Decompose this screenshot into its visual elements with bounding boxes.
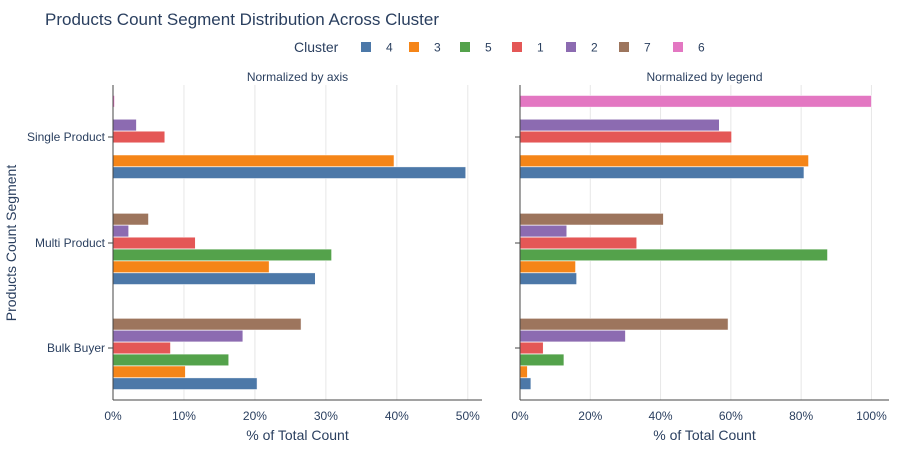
bar-cluster-5-bulk-buyer <box>519 353 565 366</box>
legend: Cluster 4 3 5 1 2 7 6 <box>294 39 705 55</box>
bar-cluster-3-single-product <box>112 154 395 167</box>
bar-cluster-1-multi-product <box>112 236 196 250</box>
bar-cluster-1-bulk-buyer <box>112 341 171 355</box>
y-tick-label: Bulk Buyer <box>47 341 105 355</box>
legend-swatch-2 <box>566 42 576 52</box>
bar-cluster-3-multi-product <box>112 260 270 273</box>
bar-cluster-4-single-product <box>519 166 805 179</box>
x-tick-label: 10% <box>172 409 196 423</box>
bar-cluster-4-multi-product <box>519 272 577 285</box>
bar-cluster-5-multi-product <box>112 248 332 261</box>
bar-cluster-5-bulk-buyer <box>112 353 229 366</box>
x-tick-label: 50% <box>456 409 480 423</box>
bar-cluster-1-single-product <box>112 130 166 144</box>
bar-cluster-2-bulk-buyer <box>519 330 626 343</box>
legend-label-2: 2 <box>591 41 598 55</box>
bar-cluster-2-single-product <box>112 119 137 132</box>
legend-label-5: 5 <box>485 41 492 55</box>
x-tick-label: 20% <box>243 409 267 423</box>
legend-swatch-6 <box>673 42 683 52</box>
bar-cluster-2-multi-product <box>112 225 129 238</box>
bar-cluster-2-single-product <box>519 119 720 132</box>
bar-cluster-1-bulk-buyer <box>519 341 544 355</box>
x-axis-title: % of Total Count <box>246 427 349 443</box>
bar-cluster-3-bulk-buyer <box>112 365 186 378</box>
x-tick-label: 80% <box>789 409 813 423</box>
bar-cluster-7-multi-product <box>519 213 664 226</box>
y-tick-label: Multi Product <box>35 236 106 250</box>
bar-cluster-3-single-product <box>519 154 809 167</box>
panel-subtitle: Normalized by legend <box>646 70 762 84</box>
bar-cluster-5-multi-product <box>519 248 828 261</box>
bar-cluster-4-multi-product <box>112 272 316 285</box>
bar-cluster-1-single-product <box>519 130 732 144</box>
legend-swatch-5 <box>460 42 470 52</box>
legend-label-1: 1 <box>537 41 544 55</box>
bar-cluster-2-multi-product <box>519 225 567 238</box>
bar-cluster-4-single-product <box>112 166 466 179</box>
y-axis-title: Products Count Segment <box>3 165 19 322</box>
panel-1: 0% 10% 20% 30% 40% 50% Normalized by axis % of … <box>27 70 482 443</box>
x-tick-label: 100% <box>856 409 887 423</box>
bar-cluster-4-bulk-buyer <box>112 377 258 390</box>
panel-subtitle: Normalized by axis <box>247 70 348 84</box>
bar-cluster-3-bulk-buyer <box>519 365 528 378</box>
bar-cluster-7-bulk-buyer <box>112 318 302 331</box>
x-tick-label: 0% <box>104 409 122 423</box>
x-tick-label: 60% <box>719 409 743 423</box>
bar-cluster-1-multi-product <box>519 236 637 250</box>
bar-cluster-3-multi-product <box>519 260 576 273</box>
bar-cluster-7-multi-product <box>112 213 149 226</box>
x-tick-label: 40% <box>385 409 409 423</box>
legend-swatch-1 <box>512 42 522 52</box>
chart-title: Products Count Segment Distribution Acro… <box>45 10 439 29</box>
legend-label-6: 6 <box>698 41 705 55</box>
x-tick-label: 30% <box>314 409 338 423</box>
x-axis-title: % of Total Count <box>653 427 756 443</box>
legend-title: Cluster <box>294 39 339 55</box>
legend-swatch-4 <box>361 42 371 52</box>
x-tick-label: 40% <box>649 409 673 423</box>
bar-cluster-7-bulk-buyer <box>519 318 729 331</box>
bar-cluster-4-bulk-buyer <box>519 377 532 390</box>
legend-label-4: 4 <box>386 41 393 55</box>
bar-cluster-6-single-product <box>519 95 872 108</box>
legend-swatch-7 <box>619 42 629 52</box>
x-tick-label: 20% <box>578 409 602 423</box>
y-tick-label: Single Product <box>27 130 106 144</box>
legend-swatch-3 <box>409 42 419 52</box>
legend-label-3: 3 <box>434 41 441 55</box>
bar-cluster-2-bulk-buyer <box>112 330 244 343</box>
legend-label-7: 7 <box>644 41 651 55</box>
x-tick-label: 0% <box>511 409 529 423</box>
panel-2: 0% 20% 40% 60% 80% 100% Normalized by legend % … <box>511 70 889 443</box>
panels: 0% 10% 20% 30% 40% 50% Normalized by axis % of … <box>27 70 889 443</box>
